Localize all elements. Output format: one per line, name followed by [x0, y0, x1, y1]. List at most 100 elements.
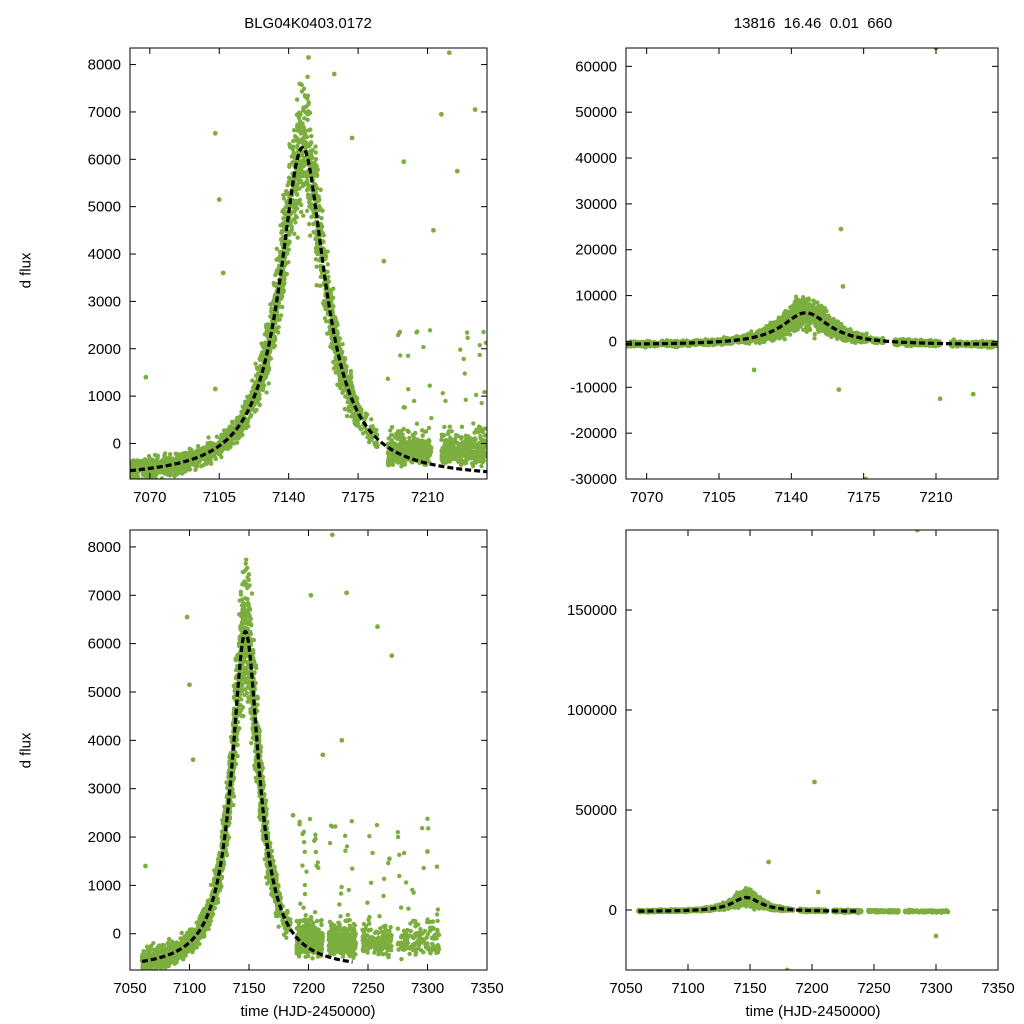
data-point — [276, 263, 282, 268]
data-point — [335, 365, 341, 371]
data-point — [467, 439, 473, 445]
data-point — [154, 479, 158, 483]
data-point — [313, 257, 319, 262]
data-point — [152, 473, 157, 478]
data-point — [337, 342, 342, 348]
data-point — [317, 283, 323, 288]
data-point — [297, 173, 302, 178]
data-point — [259, 341, 264, 346]
data-point — [446, 50, 452, 56]
data-point — [322, 316, 328, 321]
panel-p2: -30000-20000-100000100002000030000400005… — [570, 47, 999, 506]
data-point — [398, 353, 403, 358]
data-point — [405, 353, 411, 358]
data-point — [365, 435, 371, 440]
data-point — [676, 339, 681, 345]
data-point — [265, 334, 270, 340]
data-point — [320, 231, 325, 237]
data-point — [275, 270, 280, 276]
data-point — [292, 138, 297, 143]
data-point — [231, 441, 237, 446]
data-point — [346, 408, 351, 413]
data-point — [314, 172, 320, 177]
data-point — [372, 429, 378, 435]
data-point — [478, 434, 483, 439]
data-point — [264, 328, 270, 333]
data-point — [798, 324, 803, 329]
data-point — [477, 342, 483, 348]
data-point — [143, 474, 148, 479]
data-point — [350, 411, 356, 417]
data-point — [458, 347, 463, 352]
data-point — [161, 461, 166, 467]
data-point — [313, 150, 318, 155]
data-point — [397, 442, 402, 447]
data-point — [296, 198, 302, 203]
data-point — [280, 304, 285, 310]
data-point — [205, 441, 210, 446]
data-point — [331, 366, 337, 371]
data-point — [268, 356, 274, 361]
data-point — [374, 440, 379, 445]
data-point — [464, 330, 470, 335]
data-point — [406, 386, 411, 392]
data-point — [427, 328, 433, 333]
data-point — [407, 451, 412, 456]
data-point — [159, 476, 165, 479]
data-point — [253, 380, 258, 386]
data-point — [461, 356, 466, 362]
data-point — [204, 461, 210, 466]
data-point — [195, 443, 201, 449]
data-point — [167, 451, 173, 457]
data-point — [238, 430, 244, 435]
data-point — [307, 195, 312, 200]
data-point — [471, 421, 476, 426]
data-point — [362, 415, 368, 421]
data-point — [169, 459, 174, 465]
x-tick-label: 7070 — [133, 489, 166, 506]
data-point — [302, 128, 308, 133]
data-point — [272, 343, 278, 349]
data-point — [132, 472, 137, 478]
data-point — [290, 160, 295, 165]
data-point — [337, 378, 343, 384]
data-point — [152, 452, 158, 458]
data-point — [319, 216, 324, 221]
data-point — [173, 458, 179, 463]
data-point — [479, 463, 484, 469]
data-point — [426, 454, 431, 459]
data-point — [313, 157, 319, 162]
data-point — [318, 263, 323, 269]
data-point — [333, 356, 339, 361]
data-point — [292, 200, 297, 206]
data-point — [272, 334, 278, 340]
data-point — [812, 336, 817, 341]
data-point — [465, 335, 470, 341]
data-point — [449, 437, 454, 443]
data-point — [749, 329, 754, 334]
data-point — [264, 390, 269, 395]
data-point — [208, 444, 213, 450]
data-point — [374, 444, 380, 449]
data-point — [318, 187, 323, 192]
data-point — [188, 461, 193, 467]
data-point — [350, 387, 355, 392]
data-point — [397, 455, 402, 460]
data-point — [287, 162, 292, 168]
data-point — [406, 429, 411, 435]
data-point — [176, 452, 182, 457]
data-point — [214, 449, 220, 454]
data-point — [419, 428, 425, 433]
y-tick-label: 1000 — [88, 388, 121, 405]
data-point — [450, 446, 455, 451]
data-point — [174, 464, 179, 470]
data-point — [328, 344, 333, 349]
data-point — [293, 186, 298, 192]
data-point — [289, 209, 295, 214]
data-point — [386, 456, 391, 461]
y-tick-label: 5000 — [88, 199, 121, 216]
data-point — [303, 145, 308, 151]
data-point — [311, 229, 316, 235]
data-point — [790, 327, 795, 332]
